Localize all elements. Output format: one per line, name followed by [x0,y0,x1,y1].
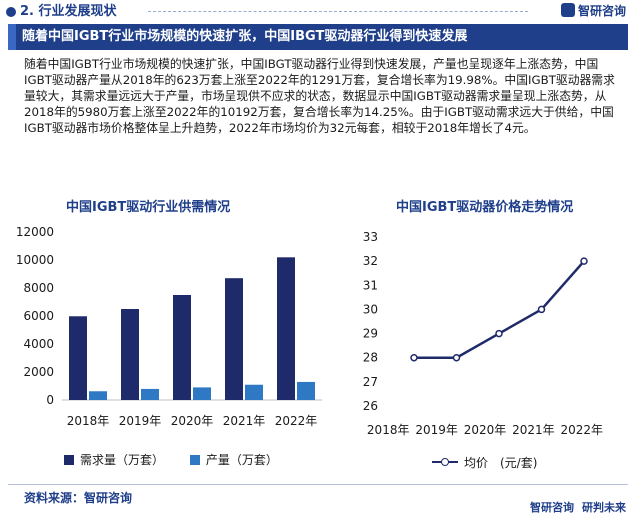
x-tick-label: 2022年 [275,414,318,428]
footer-divider [8,484,628,485]
y-tick-label: 12000 [16,225,54,239]
bar-chart: 0 2000 4000 6000 8000 10000 12000 2018年 2019年 202… [16,225,322,428]
source-note: 资料来源：智研咨询 [24,491,133,505]
line-chart-legend: 均价 (元/套) [432,455,537,471]
price-point [537,305,546,314]
price-point [410,353,418,362]
price-point [495,329,503,338]
line-chart-title: 中国IGBT驱动器价格走势情况 [396,200,574,215]
y-tick-label: 26 [363,399,378,413]
bar-demand [69,316,87,400]
banner-accent [8,24,16,50]
x-tick-label: 2020年 [464,423,507,437]
y-tick-label: 33 [363,230,378,244]
y-tick-label: 4000 [23,337,54,351]
bar-chart-legend: 需求量（万套） 产量（万套） [64,452,300,468]
price-series-line [414,260,585,359]
bar-demand [173,295,191,400]
legend-label-price: 均价 (元/套) [464,456,538,470]
y-tick-label: 27 [363,375,378,389]
brand-name: 智研咨询 [577,4,626,18]
legend-label-demand: 需求量（万套） [80,453,165,467]
body-paragraph: 随着中国IGBT行业市场规模的快速扩张，中国IBGT驱动器行业得到快速发展，产量… [24,57,615,135]
bar-output [141,388,159,400]
x-tick-label: 2018年 [367,423,410,437]
y-tick-label: 31 [363,278,378,292]
x-tick-label: 2019年 [119,414,162,428]
bar-output [245,384,263,400]
legend-swatch-output [189,455,200,465]
bar-chart-title: 中国IGBT驱动行业供需情况 [66,200,231,215]
x-tick-label: 2018年 [67,414,110,428]
y-tick-label: 6000 [23,309,54,323]
brand: 智研咨询 [560,2,626,20]
section-title: 2. 行业发展现状 [20,4,117,19]
legend-swatch-demand [64,455,74,465]
legend-item-output: 产量（万套） [189,452,278,468]
y-tick-label: 0 [46,393,54,407]
banner: 随着中国IGBT行业市场规模的快速扩张，中国IBGT驱动器行业得到快速发展 [8,24,628,50]
y-tick-label: 10000 [16,253,54,267]
price-point [580,257,588,265]
bar-demand [121,309,139,400]
y-tick-label: 30 [363,302,378,316]
banner-title: 随着中国IGBT行业市场规模的快速扩张，中国IBGT驱动器行业得到快速发展 [22,29,468,44]
bar-demand [225,278,243,400]
brand-logo-icon [560,3,575,17]
x-tick-label: 2021年 [223,414,266,428]
y-tick-label: 8000 [23,281,54,295]
bar-output [89,391,107,400]
legend-label-output: 产量（万套） [205,453,278,467]
legend-line-marker-icon [432,457,458,467]
x-tick-label: 2019年 [415,423,458,437]
x-tick-label: 2021年 [512,423,555,437]
bar-output [193,387,211,400]
top-bar: 2. 行业发展现状 智研咨询 [0,0,636,24]
price-point [452,353,461,362]
bar-output [297,381,315,400]
y-tick-label: 29 [363,327,378,341]
footer-slogan: 研判未来 [582,501,626,514]
y-tick-label: 28 [363,351,378,365]
footer-brand-name: 智研咨询 [530,501,574,514]
bar-demand [277,257,295,400]
legend-item-demand: 需求量（万套） [64,452,164,468]
x-tick-label: 2020年 [171,414,214,428]
footer-brand: 智研咨询 研判未来 [530,500,626,516]
line-chart: 26 27 28 29 30 31 32 33 2018年 2019年 2020年 2021年 2022… [363,230,604,437]
x-tick-label: 2022年 [561,423,604,437]
y-tick-label: 2000 [23,365,54,379]
section-divider [148,11,528,13]
section-bullet-icon [6,7,16,17]
y-tick-label: 32 [363,254,378,268]
